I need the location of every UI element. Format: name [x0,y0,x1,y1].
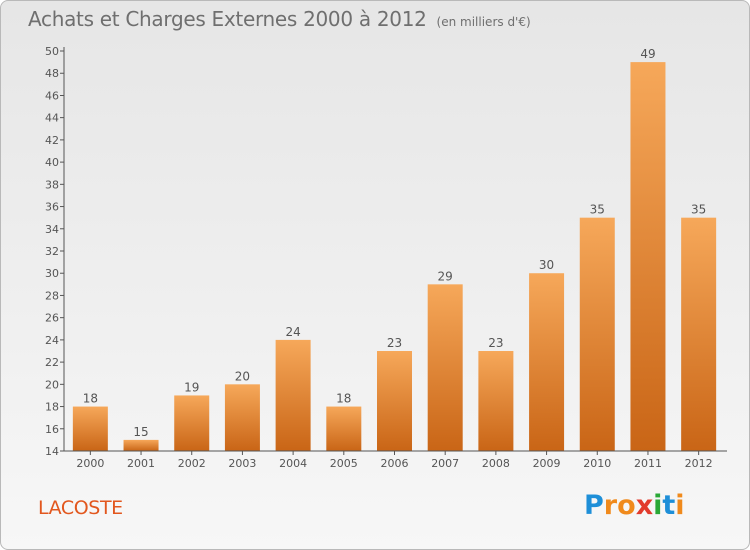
bar-value-label: 24 [285,325,300,339]
bar-value-label: 35 [590,203,605,217]
chart-title: Achats et Charges Externes 2000 à 2012 (e… [28,7,531,31]
y-tick-label: 28 [45,289,59,302]
logo-letter: r [603,490,618,521]
y-tick-label: 38 [45,178,59,191]
x-tick-label: 2009 [533,457,561,470]
bar-value-label: 29 [438,269,453,283]
chart-title-text: Achats et Charges Externes 2000 à 2012 [28,7,427,31]
x-tick-label: 2002 [178,457,206,470]
bar-value-label: 19 [184,380,199,394]
y-tick-label: 50 [45,45,59,58]
y-tick-label: 40 [45,156,59,169]
x-axis: 2000 2001 2002 2003 2004 2005 2006 2007 2008 2009… [64,450,727,470]
y-tick-label: 16 [45,423,59,436]
y-tick-label: 26 [45,312,59,325]
bar-value-label: 15 [133,425,148,439]
bar-2000 [72,406,108,451]
bar-2005 [326,406,362,451]
bar-2008 [478,351,514,451]
bar-2003 [224,384,260,451]
x-tick-label: 2008 [482,457,510,470]
logo-letter: i [653,490,663,521]
bar-value-label: 35 [691,203,706,217]
x-tick-label: 2003 [228,457,256,470]
proxiti-logo: Proxiti [584,490,685,521]
bar-value-label: 23 [387,336,402,350]
chart-unit: (en milliers d'€) [436,15,531,29]
logo-letter: i [675,490,685,521]
bar-2006 [377,351,412,451]
bar-2007 [427,284,463,451]
logo-letter: x [635,490,654,521]
bars-group: 18 15 19 20 24 18 23 29 23 30 35 49 35 [72,47,717,451]
x-tick-label: 2001 [127,457,155,470]
x-tick-label: 2000 [76,457,104,470]
y-tick-label: 36 [45,201,59,214]
logo-letter: P [584,490,604,521]
bar-value-label: 23 [488,336,503,350]
logo-letter: t [662,490,676,521]
x-tick-label: 2005 [330,457,358,470]
y-tick-label: 46 [45,89,59,102]
y-tick-label: 22 [45,356,59,369]
y-axis: 14 16 18 20 22 24 26 28 30 32 34 36 38 40 42 44 46 48 50 [45,45,65,458]
y-tick-label: 14 [45,445,59,458]
bar-value-label: 30 [539,258,554,272]
bar-2011 [630,62,666,451]
bar-value-label: 18 [336,392,351,406]
x-tick-label: 2007 [431,457,459,470]
bar-2009 [529,273,565,451]
y-tick-label: 24 [45,334,59,347]
x-tick-label: 2011 [634,457,662,470]
bar-value-label: 18 [83,392,98,406]
bar-2001 [123,439,159,451]
y-tick-label: 32 [45,245,59,258]
x-tick-label: 2010 [583,457,611,470]
y-tick-label: 18 [45,401,59,414]
bar-2012 [681,217,717,451]
x-tick-label: 2004 [279,457,307,470]
bar-value-label: 49 [640,47,655,61]
x-tick-label: 2012 [685,457,713,470]
y-tick-label: 34 [45,223,59,236]
bar-value-label: 20 [235,369,250,383]
bar-2002 [174,395,210,451]
x-tick-label: 2006 [381,457,409,470]
y-tick-label: 42 [45,134,59,147]
y-tick-label: 30 [45,267,59,280]
bar-2010 [579,217,615,451]
y-tick-label: 44 [45,112,59,125]
y-tick-label: 48 [45,67,59,80]
logo-letter: o [617,490,636,521]
y-tick-label: 20 [45,378,59,391]
commune-name: LACOSTE [38,497,123,519]
bar-2004 [275,339,311,451]
